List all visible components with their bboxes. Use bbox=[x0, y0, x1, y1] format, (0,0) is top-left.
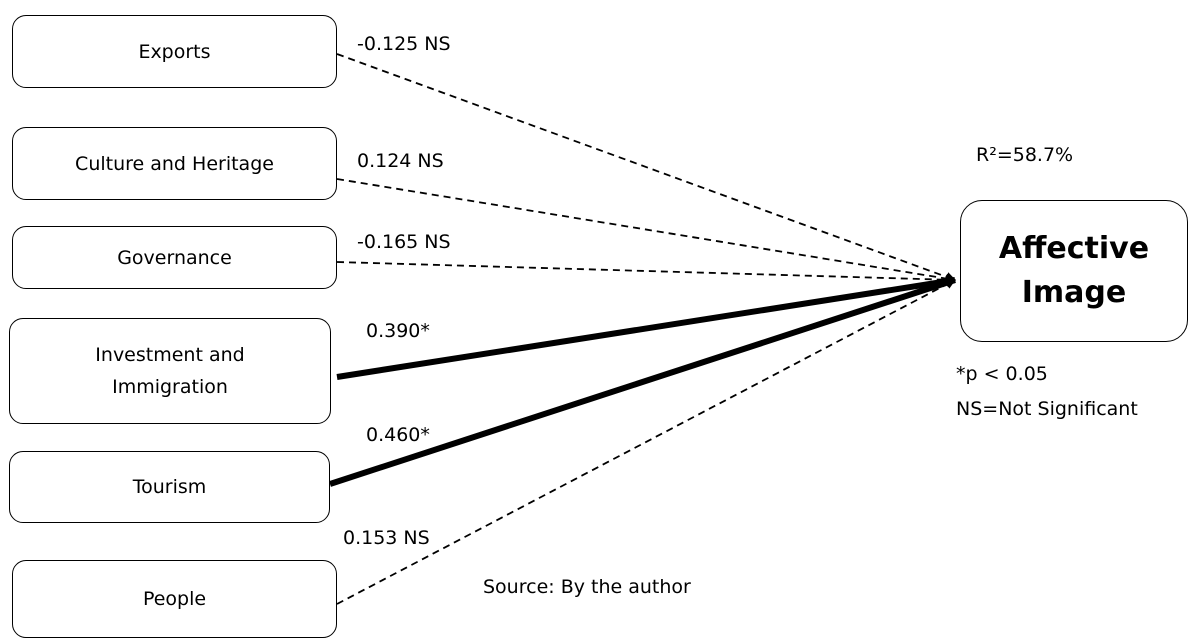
predictor-label-line: Investment and bbox=[95, 344, 245, 366]
coef-label-culture-heritage: 0.124 NS bbox=[357, 150, 444, 172]
ns-note: NS=Not Significant bbox=[956, 398, 1138, 420]
predictor-label: Governance bbox=[117, 246, 232, 269]
path-exports bbox=[336, 53, 956, 282]
coef-label-investment-immigration: 0.390* bbox=[366, 320, 430, 342]
coef-label-people: 0.153 NS bbox=[343, 527, 430, 549]
predictor-box-exports: Exports bbox=[12, 15, 337, 88]
path-investment-immigration bbox=[336, 276, 956, 380]
predictor-label: People bbox=[142, 588, 207, 610]
path-people bbox=[336, 279, 956, 605]
significance-note: *p < 0.05 bbox=[956, 363, 1048, 385]
predictor-box-people: People bbox=[12, 560, 337, 638]
predictor-box-investment-immigration: Investment and Immigration bbox=[9, 318, 331, 424]
predictor-box-governance: Governance bbox=[12, 226, 337, 289]
predictor-label: Culture and Heritage bbox=[75, 152, 274, 175]
target-label-line: Affective bbox=[998, 231, 1150, 266]
target-box-affective-image: Affective Image bbox=[960, 200, 1188, 342]
predictor-box-culture-heritage: Culture and Heritage bbox=[12, 127, 337, 200]
coef-label-exports: -0.125 NS bbox=[357, 33, 451, 55]
predictor-box-tourism: Tourism bbox=[9, 451, 330, 523]
predictor-label-line: Immigration bbox=[112, 376, 228, 398]
predictor-label: Exports bbox=[138, 40, 211, 63]
coef-label-governance: -0.165 NS bbox=[357, 231, 451, 253]
source-note: Source: By the author bbox=[483, 576, 691, 598]
path-tourism bbox=[329, 277, 956, 487]
path-culture-heritage bbox=[336, 178, 956, 284]
predictor-label: Tourism bbox=[132, 476, 207, 498]
target-label-line: Image bbox=[1021, 275, 1127, 310]
r-squared-label: R²=58.7% bbox=[976, 144, 1074, 166]
coef-label-tourism: 0.460* bbox=[366, 424, 430, 446]
